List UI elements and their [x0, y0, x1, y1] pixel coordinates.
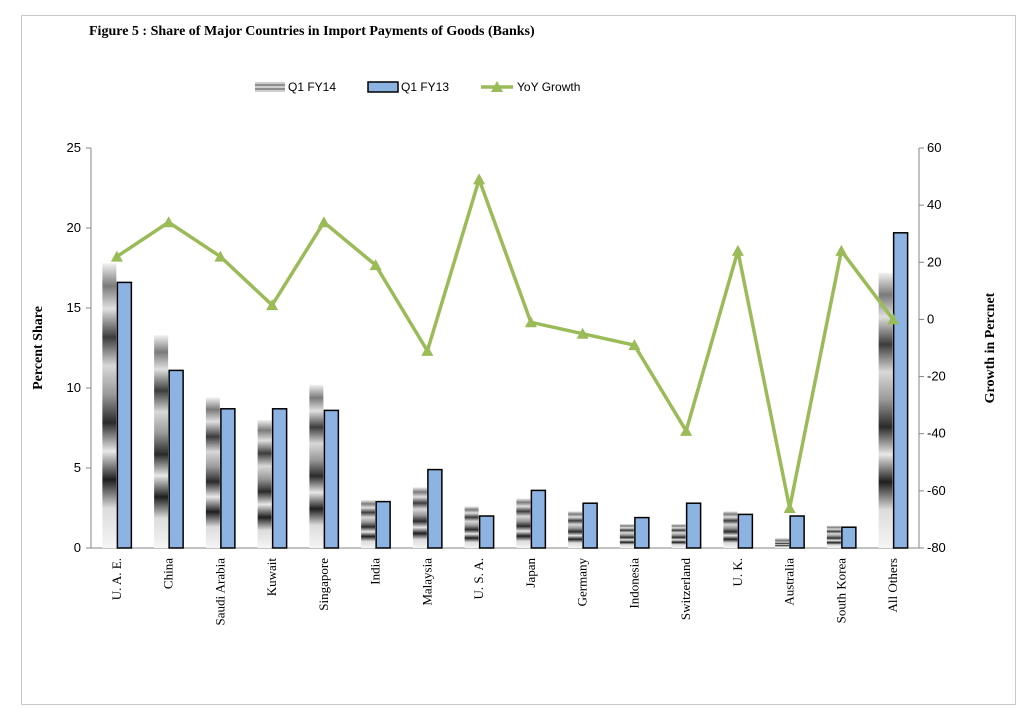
chart-title: Figure 5 : Share of Major Countries in I…	[89, 24, 535, 39]
bar-q1-fy13	[323, 409, 340, 549]
yoy-growth-marker	[473, 173, 486, 185]
yoy-growth-marker	[317, 216, 330, 228]
category-label: Australia	[782, 558, 797, 606]
bar-q1-fy13	[530, 489, 547, 549]
y-tick-label: 25	[67, 140, 81, 155]
category-label: India	[368, 558, 383, 585]
y-tick-label: 15	[67, 300, 81, 315]
y-tick-label: 10	[67, 380, 81, 395]
category-label: U. S. A.	[471, 558, 486, 600]
yoy-growth-marker	[835, 244, 848, 256]
yoy-growth-marker	[110, 250, 123, 262]
yoy-growth-marker	[887, 313, 900, 325]
legend-marker-yoy-growth	[491, 81, 503, 92]
y-tick-label: 0	[74, 540, 81, 555]
bar-q1-fy13	[737, 513, 754, 549]
yoy-growth-marker	[162, 216, 175, 228]
yoy-growth-marker	[266, 299, 279, 311]
yoy-growth-marker	[731, 244, 744, 256]
legend-label-yoy-growth: YoY Growth	[517, 80, 580, 94]
bar-q1-fy14	[723, 511, 738, 548]
category-label: Switzerland	[678, 558, 693, 621]
legend-label-q1-fy13: Q1 FY13	[401, 80, 449, 94]
category-label: All Others	[885, 558, 900, 613]
bar-q1-fy14	[102, 263, 117, 548]
bar-q1-fy14	[205, 397, 220, 548]
category-label: South Korea	[833, 558, 848, 624]
category-label: Japan	[523, 558, 538, 588]
bar-q1-fy14	[671, 524, 686, 548]
category-label: Malaysia	[419, 558, 434, 606]
bar-q1-fy13	[427, 468, 443, 549]
bar-q1-fy14	[154, 335, 169, 548]
category-label: Kuwait	[264, 558, 279, 597]
bar-q1-fy13	[168, 369, 184, 549]
category-label: China	[161, 558, 176, 589]
yoy-growth-marker	[421, 344, 434, 356]
bar-q1-fy13	[375, 500, 391, 549]
bar-q1-fy13	[892, 232, 909, 549]
y2-tick-label: 20	[927, 254, 941, 269]
category-label: U. A. E.	[109, 558, 124, 600]
legend-swatch-q1-fy13	[367, 81, 399, 93]
bar-q1-fy13	[478, 515, 495, 549]
bar-q1-fy14	[516, 498, 531, 548]
bar-q1-fy13	[841, 526, 857, 549]
bar-q1-fy13	[582, 502, 598, 549]
y2-tick-label: 0	[927, 311, 934, 326]
yoy-growth-marker	[783, 502, 796, 513]
y-tick-label: 5	[74, 460, 81, 475]
y-axis-label: Percent Share	[31, 306, 46, 390]
yoy-growth-marker	[369, 259, 382, 271]
yoy-growth-marker	[524, 316, 537, 328]
bar-q1-fy14	[568, 511, 583, 548]
y2-tick-label: 60	[927, 140, 941, 155]
category-label: U. K.	[730, 558, 745, 587]
bar-q1-fy13	[116, 281, 133, 549]
bar-q1-fy14	[309, 384, 324, 548]
legend-label-q1-fy14: Q1 FY14	[288, 80, 336, 94]
bar-q1-fy14	[464, 506, 479, 548]
bar-q1-fy14	[619, 524, 634, 548]
y2-tick-label: -60	[927, 483, 946, 498]
yoy-growth-marker	[576, 327, 589, 339]
y2-tick-label: 40	[927, 197, 941, 212]
yoy-growth-marker	[628, 339, 641, 351]
bar-q1-fy13	[220, 408, 236, 549]
bar-q1-fy14	[878, 272, 893, 548]
y-tick-label: 20	[67, 220, 81, 235]
bar-q1-fy13	[685, 502, 702, 549]
category-label: Indonesia	[626, 558, 641, 609]
chart-frame	[21, 15, 1016, 705]
y2-axis-label: Growth in Percnet	[983, 292, 998, 403]
bar-q1-fy13	[634, 516, 650, 549]
bar-q1-fy14	[775, 538, 790, 548]
yoy-growth-line	[115, 173, 895, 509]
y2-tick-label: -40	[927, 426, 946, 441]
bar-q1-fy13	[271, 408, 288, 549]
bar-q1-fy14	[257, 420, 272, 548]
bar-q1-fy13	[789, 515, 805, 549]
yoy-growth-marker	[214, 250, 227, 262]
category-label: Saudi Arabia	[212, 558, 227, 626]
y2-tick-label: -20	[927, 369, 946, 384]
y2-tick-label: -80	[927, 540, 946, 555]
bar-q1-fy14	[826, 525, 841, 548]
category-label: Singapore	[316, 558, 331, 611]
bar-q1-fy14	[361, 500, 376, 548]
yoy-growth-marker	[680, 424, 693, 436]
bar-q1-fy14	[412, 487, 427, 548]
category-label: Germany	[575, 558, 590, 607]
